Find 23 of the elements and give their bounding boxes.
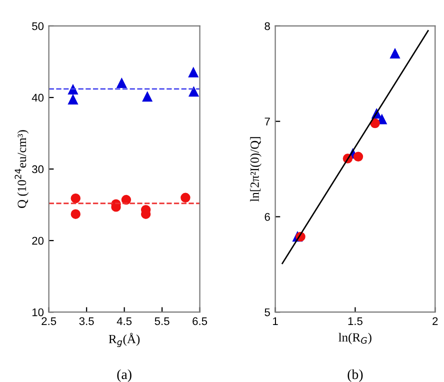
x-tick-label: 1.5: [348, 317, 362, 326]
y-tick-label: 40: [32, 94, 44, 102]
y-tick-label: 20: [32, 236, 44, 245]
text: (a): [117, 369, 132, 382]
x-tick-label: 1: [273, 317, 278, 326]
y-tick-label: 8: [264, 22, 270, 30]
y-tick-label: 6: [264, 212, 270, 221]
x-tick-label: 2.5: [42, 317, 56, 326]
y-axis-title: ln[2π²I(0)/Q]: [250, 137, 262, 202]
y-tick-label: 5: [264, 308, 270, 316]
text: (b): [348, 369, 363, 382]
y-axis-title: Q (10$^{24}$eu/cm³): [14, 130, 29, 208]
x-tick-label: 5.5: [154, 317, 170, 326]
x-axis-title: R$_{g}$(Å): [108, 332, 140, 348]
x-tick-label: 6.5: [192, 317, 208, 326]
y-tick-label: 10: [32, 308, 44, 316]
x-tick-label: 4.5: [116, 317, 132, 326]
x-tick-label: 2: [432, 317, 438, 326]
y-tick-label: 30: [32, 165, 44, 174]
y-tick-label: 50: [32, 22, 44, 30]
x-axis-title: ln(R$_{G}$): [338, 332, 372, 344]
y-tick-label: 7: [264, 118, 270, 126]
x-tick-label: 3.5: [79, 317, 94, 326]
